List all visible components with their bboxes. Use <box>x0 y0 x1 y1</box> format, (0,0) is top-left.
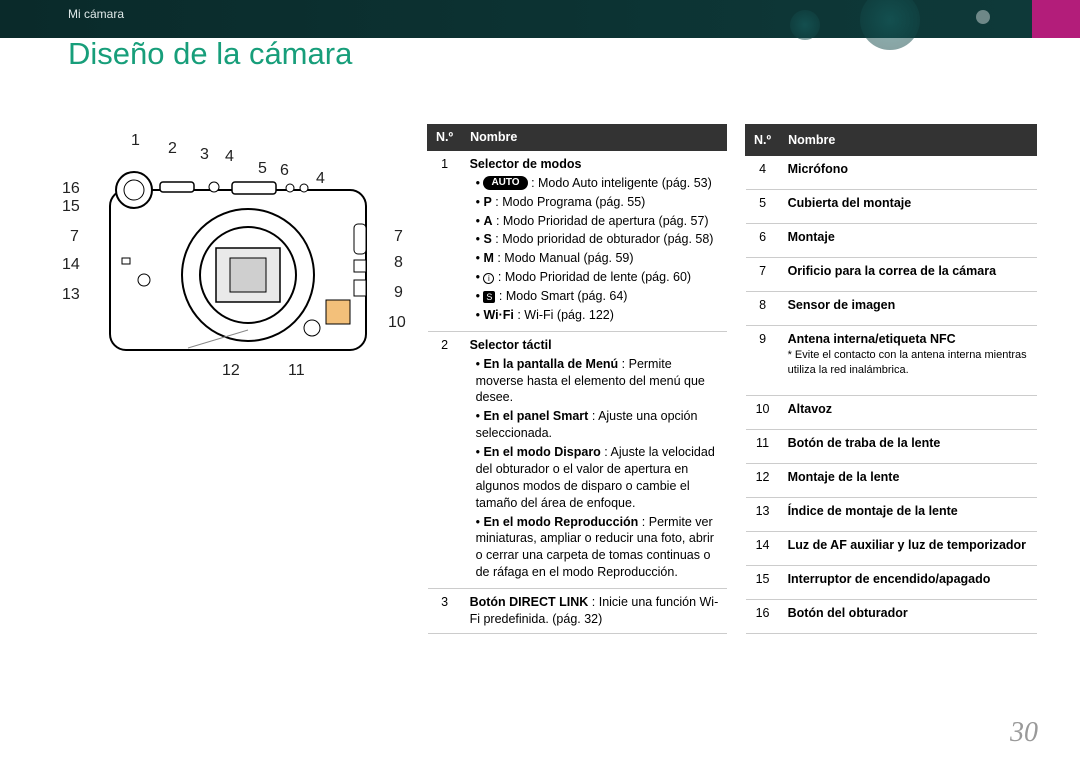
table-row: 16Botón del obturador <box>746 599 1037 633</box>
th-num: N.º <box>746 125 780 156</box>
callout-11: 11 <box>288 362 305 380</box>
table-row: 10Altavoz <box>746 396 1037 430</box>
callout-10: 10 <box>388 314 406 332</box>
callout-3: 3 <box>200 146 209 164</box>
callout-1: 1 <box>131 132 140 150</box>
table-row: 14Luz de AF auxiliar y luz de temporizad… <box>746 531 1037 565</box>
page-number: 30 <box>1010 717 1038 749</box>
tactil-list: En la pantalla de Menú : Permite moverse… <box>470 356 719 581</box>
table-row: 1 Selector de modos AUTO : Modo Auto int… <box>428 150 727 331</box>
callout-16: 16 <box>62 180 80 198</box>
callout-5: 5 <box>258 160 267 178</box>
callout-7r: 7 <box>394 228 403 246</box>
table-row: 5Cubierta del montaje <box>746 190 1037 224</box>
callout-12: 12 <box>222 362 240 380</box>
table-row: 8Sensor de imagen <box>746 292 1037 326</box>
selector-modos-title: Selector de modos <box>470 156 719 173</box>
page-title: Diseño de la cámara <box>68 36 352 72</box>
parts-table-2: N.ºNombre 4Micrófono5Cubierta del montaj… <box>745 124 1037 634</box>
callout-2: 2 <box>168 140 177 158</box>
table-row: 7Orificio para la correa de la cámara <box>746 258 1037 292</box>
callout-15: 15 <box>62 198 80 216</box>
auto-badge-icon: AUTO <box>483 176 527 190</box>
camera-diagram <box>98 160 378 370</box>
th-num: N.º <box>428 125 462 151</box>
callout-14: 14 <box>62 256 80 274</box>
table-row: 9Antena interna/etiqueta NFC* Evite el c… <box>746 326 1037 396</box>
modes-list: AUTO : Modo Auto inteligente (pág. 53) P… <box>470 175 719 324</box>
callout-6: 6 <box>280 162 289 180</box>
smart-icon: S <box>483 291 495 303</box>
table-row: 3 Botón DIRECT LINK : Inicie una función… <box>428 589 727 634</box>
callout-7l: 7 <box>70 228 79 246</box>
th-name: Nombre <box>780 125 1037 156</box>
callout-13: 13 <box>62 286 80 304</box>
selector-tactil-title: Selector táctil <box>470 337 719 354</box>
table-row: 12Montaje de la lente <box>746 464 1037 498</box>
callout-4b: 4 <box>316 170 325 188</box>
table-row: 11Botón de traba de la lente <box>746 430 1037 464</box>
parts-table-1: N.ºNombre 1 Selector de modos AUTO : Mod… <box>427 124 727 634</box>
th-name: Nombre <box>462 125 727 151</box>
table-row: 2 Selector táctil En la pantalla de Menú… <box>428 331 727 588</box>
table-row: 15Interruptor de encendido/apagado <box>746 565 1037 599</box>
breadcrumb: Mi cámara <box>68 7 124 21</box>
callout-8: 8 <box>394 254 403 272</box>
table-row: 13Índice de montaje de la lente <box>746 497 1037 531</box>
callout-4: 4 <box>225 148 234 166</box>
table-row: 4Micrófono <box>746 156 1037 190</box>
table-row: 6Montaje <box>746 224 1037 258</box>
wifi-icon: Wi·Fi <box>483 308 513 322</box>
callout-9: 9 <box>394 284 403 302</box>
